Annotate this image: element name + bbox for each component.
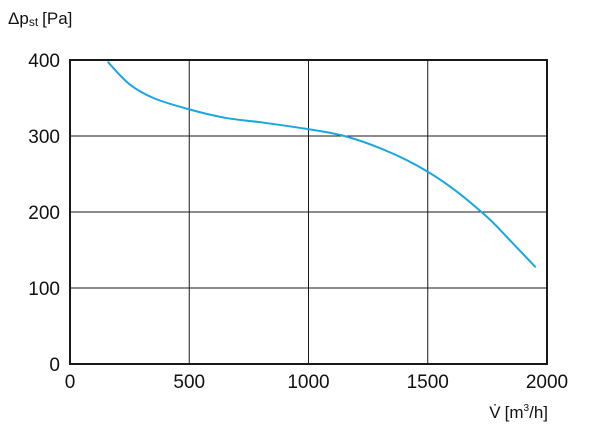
y-tick-labels: 0 100 200 300 400 bbox=[28, 51, 60, 376]
y-tick-label: 200 bbox=[28, 203, 60, 224]
x-tick-label: 2000 bbox=[526, 372, 568, 393]
x-axis-symbol: V̇ bbox=[489, 403, 501, 422]
x-axis-unit-sup: 3 bbox=[524, 403, 530, 414]
x-axis-unit-open: [m bbox=[505, 403, 524, 422]
y-axis-symbol: Δp bbox=[8, 9, 29, 28]
y-axis-unit: [Pa] bbox=[42, 9, 72, 28]
y-tick-label: 0 bbox=[49, 355, 60, 376]
y-tick-label: 300 bbox=[28, 127, 60, 148]
x-tick-label: 1000 bbox=[287, 372, 329, 393]
x-axis-title: V̇ [m3/h] bbox=[489, 403, 548, 422]
y-tick-label: 100 bbox=[28, 279, 60, 300]
y-axis-subscript: st bbox=[29, 15, 39, 29]
x-tick-label: 500 bbox=[173, 372, 205, 393]
x-tick-label: 1500 bbox=[407, 372, 449, 393]
x-tick-label: 0 bbox=[65, 372, 76, 393]
y-axis-title: Δpst [Pa] bbox=[8, 9, 72, 29]
pressure-curve bbox=[107, 61, 537, 268]
x-axis-unit-close: /h] bbox=[529, 403, 548, 422]
plot-frame bbox=[69, 59, 548, 365]
y-tick-label: 400 bbox=[28, 51, 60, 72]
x-tick-labels: 0 500 1000 1500 2000 bbox=[65, 372, 568, 393]
grid-lines bbox=[70, 60, 547, 364]
